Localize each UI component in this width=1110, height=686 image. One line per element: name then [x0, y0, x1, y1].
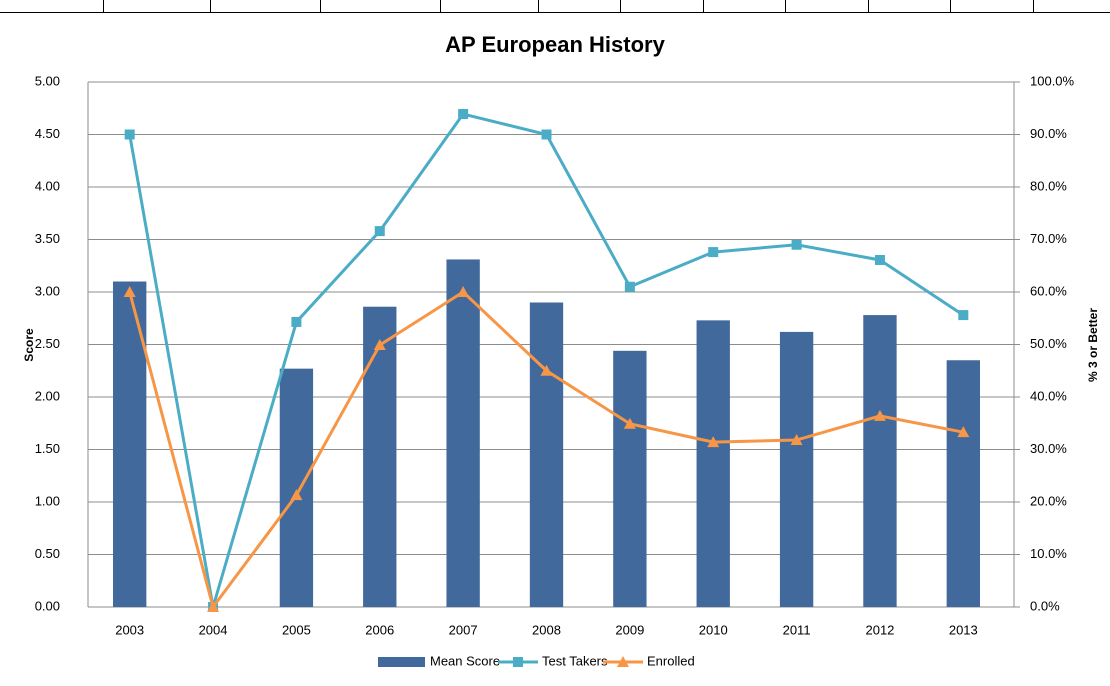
- marker: [457, 286, 470, 297]
- y2-tick-label: 40.0%: [1030, 388, 1067, 403]
- marker: [623, 417, 636, 429]
- y2-tick-label: 10.0%: [1030, 546, 1067, 561]
- y2-tick-label: 90.0%: [1030, 126, 1067, 141]
- x-tick-label: 2012: [865, 622, 894, 637]
- y2-tick-label: 80.0%: [1030, 178, 1067, 193]
- y2-tick-label: 70.0%: [1030, 231, 1067, 246]
- bar: [613, 350, 647, 607]
- legend-swatch: [378, 657, 425, 667]
- bar: [863, 315, 897, 607]
- x-tick-label: 2006: [365, 622, 394, 637]
- marker: [707, 436, 720, 448]
- x-tick-label: 2005: [282, 622, 311, 637]
- marker: [291, 316, 302, 327]
- y2-tick-label: 100.0%: [1030, 73, 1075, 88]
- sheet-cells: [0, 0, 1110, 13]
- y2-tick-label: 50.0%: [1030, 336, 1067, 351]
- marker: [958, 310, 969, 321]
- bar: [363, 306, 397, 607]
- bar: [946, 360, 980, 607]
- x-tick-label: 2007: [449, 622, 478, 637]
- marker: [624, 281, 635, 292]
- x-tick-label: 2010: [699, 622, 728, 637]
- legend-label: Test Takers: [542, 653, 608, 668]
- y-tick-label: 4.00: [35, 178, 60, 193]
- x-tick-label: 2004: [199, 622, 228, 637]
- marker: [207, 601, 220, 612]
- x-tick-label: 2008: [532, 622, 561, 637]
- marker: [124, 129, 135, 140]
- y2-tick-label: 30.0%: [1030, 441, 1067, 456]
- x-tick-label: 2003: [115, 622, 144, 637]
- marker: [373, 339, 386, 351]
- bar: [279, 368, 314, 607]
- y-tick-label: 2.00: [35, 388, 60, 403]
- marker: [458, 109, 469, 120]
- x-tick-label: 2009: [615, 622, 644, 637]
- y-tick-label: 0.50: [35, 546, 60, 561]
- y2-tick-label: 60.0%: [1030, 283, 1067, 298]
- y-tick-label: 1.50: [35, 441, 60, 456]
- x-tick-label: 2013: [949, 622, 978, 637]
- y2-tick-label: 20.0%: [1030, 493, 1067, 508]
- marker: [123, 286, 136, 297]
- marker: [540, 364, 553, 376]
- bar: [779, 331, 814, 607]
- marker: [791, 239, 802, 250]
- marker: [374, 226, 385, 237]
- x-tick-label: 2011: [783, 622, 811, 637]
- marker: [874, 254, 885, 265]
- legend-label: Enrolled: [647, 653, 695, 668]
- legend-marker: [513, 657, 523, 667]
- y-tick-label: 4.50: [35, 126, 60, 141]
- marker: [541, 129, 552, 140]
- y2-axis-title: % 3 or Better: [1086, 308, 1100, 382]
- y2-tick-label: 0.0%: [1030, 598, 1060, 613]
- bar: [446, 259, 480, 607]
- chart-title: AP European History: [445, 32, 665, 57]
- y-tick-label: 3.00: [35, 283, 60, 298]
- bar: [529, 302, 564, 607]
- marker: [790, 434, 803, 446]
- y-tick-label: 2.50: [35, 336, 60, 351]
- y-tick-label: 0.00: [35, 598, 60, 613]
- y-tick-label: 1.00: [35, 493, 60, 508]
- legend-marker: [617, 656, 629, 667]
- marker: [708, 247, 719, 258]
- marker: [957, 426, 970, 438]
- marker: [873, 409, 886, 421]
- legend-label: Mean Score: [430, 653, 500, 668]
- y-axis-title: Score: [22, 328, 36, 362]
- bar: [696, 320, 730, 607]
- marker: [290, 489, 303, 501]
- y-tick-label: 3.50: [35, 231, 60, 246]
- y-tick-label: 5.00: [35, 73, 60, 88]
